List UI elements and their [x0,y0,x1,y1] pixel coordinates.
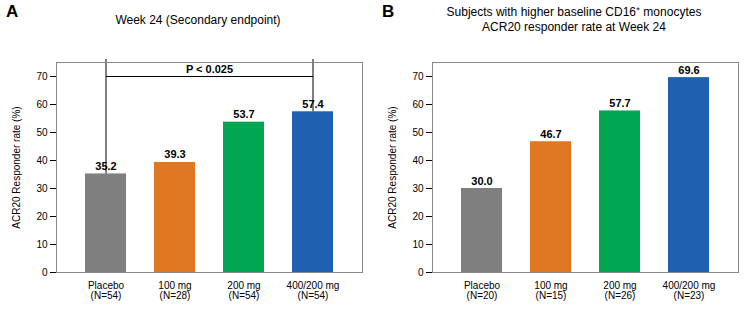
svg-text:200 mg(N=54): 200 mg(N=54) [227,280,260,301]
html-text:Subjects with higher baseline: Subjects with higher baseline CD16⁺ mono… [446,5,702,34]
svg-text:Placebo(N=54): Placebo(N=54) [88,280,125,301]
svg-text:400/200 mg(N=23): 400/200 mg(N=23) [663,280,716,301]
svg-text:35.2: 35.2 [95,159,117,172]
svg-text:100 mg(N=15): 100 mg(N=15) [534,280,567,301]
svg-text:ACR20 Responder rate (%): ACR20 Responder rate (%) [387,106,398,228]
svg-text:40: 40 [36,155,48,166]
svg-text:200 mg(N=26): 200 mg(N=26) [603,280,636,301]
svg-text:0: 0 [418,267,424,278]
html-text:A: A [6,2,19,21]
svg-text:60: 60 [36,99,48,110]
svg-text:50: 50 [36,127,48,138]
svg-text:57.7: 57.7 [609,97,630,109]
svg-text:0: 0 [42,267,48,278]
svg-text:50: 50 [412,127,424,138]
svg-text:46.7: 46.7 [540,128,561,140]
svg-text:40: 40 [412,155,424,166]
svg-text:30.0: 30.0 [471,175,492,187]
svg-text:Placebo(N=20): Placebo(N=20) [464,280,501,301]
svg-text:P < 0.025: P < 0.025 [186,63,233,75]
svg-text:53.7: 53.7 [233,108,254,120]
svg-text:70: 70 [412,71,424,82]
svg-text:20: 20 [36,211,48,222]
svg-text:60: 60 [412,99,424,110]
svg-text:30: 30 [412,183,424,194]
svg-text:100 mg(N=28): 100 mg(N=28) [158,280,191,301]
html-text:Week 24 (Secondary endpoint): Week 24 (Secondary endpoint) [115,12,281,27]
svg-text:69.6: 69.6 [678,64,699,76]
svg-text:70: 70 [36,71,48,82]
svg-text:20: 20 [412,211,424,222]
html-text:B: B [382,2,395,21]
svg-text:10: 10 [412,239,424,250]
svg-text:30: 30 [36,183,48,194]
svg-text:39.3: 39.3 [164,148,185,160]
svg-text:10: 10 [36,239,48,250]
svg-text:400/200 mg(N=54): 400/200 mg(N=54) [287,280,340,301]
svg-text:57.4: 57.4 [302,97,324,110]
svg-text:ACR20 Responder rate (%): ACR20 Responder rate (%) [11,106,22,228]
